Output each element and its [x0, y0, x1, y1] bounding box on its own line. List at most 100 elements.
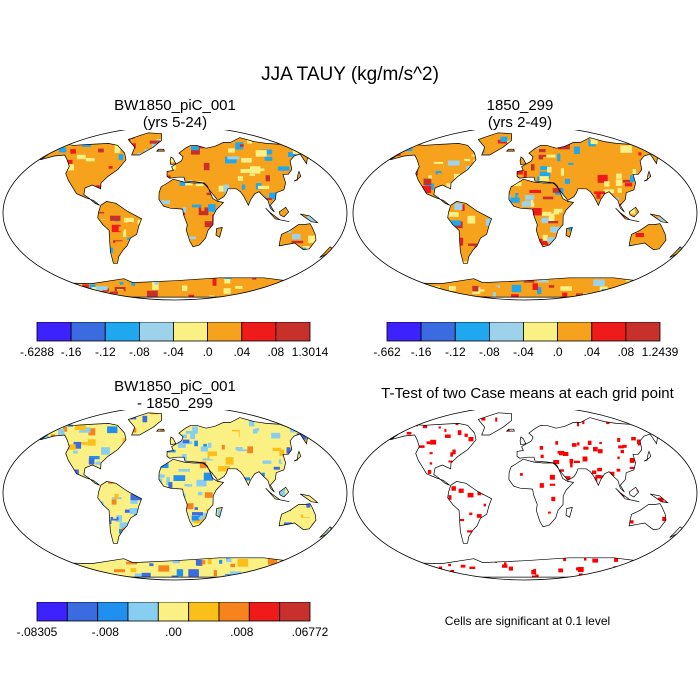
panel-1-field-cell [255, 309, 264, 310]
panel-2-land-field [365, 132, 700, 311]
panel-1-field-cell [228, 148, 235, 153]
panel-3-field-cell [25, 546, 36, 552]
panel-4-significant-cell [604, 539, 608, 543]
panel-2-field-cell [631, 291, 642, 298]
panel-2-field-cell [596, 192, 601, 199]
panel-4-significant-cell [672, 505, 676, 510]
panel-2-field-cell [370, 184, 377, 188]
panel-1-field-cell [29, 282, 36, 290]
panel-4-significant-cell [484, 583, 489, 587]
panel-2-field-cell [678, 146, 684, 152]
panel-3-field-cell [160, 432, 164, 435]
panel-4-significant-cell [474, 579, 477, 582]
panel-3-field-cell [137, 487, 150, 493]
panel-4-significant-cell [483, 527, 488, 531]
panel-3-field-cell [311, 534, 315, 538]
panel-2-field-cell [384, 246, 388, 254]
panel-1-field-cell [218, 185, 225, 192]
panel-2-field-cell [418, 251, 427, 259]
panel-3-field-cell [269, 568, 282, 576]
panel-3-field-cell [192, 541, 201, 545]
panel-2-field-cell [548, 285, 555, 288]
panel-2-field-cell [470, 136, 475, 139]
panel-3-coast-africa-europe-asia [158, 417, 313, 528]
panel-1-field-cell [316, 282, 321, 288]
panel-3-field-cell [72, 498, 79, 505]
panel-3-field-cell [219, 558, 223, 564]
panel-4-significant-cell [531, 569, 537, 575]
panel-2-field-cell [444, 136, 450, 142]
panel-1-field-cell [322, 198, 334, 207]
panel-3-field-cell [5, 493, 15, 499]
panel-3-field-cell [320, 502, 324, 510]
panel-2-field-cell [471, 254, 477, 262]
panel-3-field-cell [215, 550, 221, 555]
panel-1-field-cell [41, 170, 47, 173]
panel-4-significant-cell [520, 520, 525, 525]
panel-3-field-cell [57, 444, 63, 452]
panel-3-field-cell [337, 533, 347, 537]
panel-2-field-cell [511, 182, 522, 187]
panel-4-significant-cell [549, 474, 555, 480]
panel-4-significant-cell [475, 414, 479, 419]
panel-3-field-cell [283, 566, 288, 571]
panel-3-field-cell [281, 458, 293, 463]
panel-1-field-cell [150, 267, 158, 272]
panel-3-field-cell [174, 492, 182, 499]
panel-3-field-cell [294, 544, 299, 551]
panel-4-significant-cell [414, 487, 421, 491]
panel-2-field-cell [697, 150, 700, 156]
panel-1-field-cell [240, 169, 253, 173]
panel-4-significant-cell [666, 489, 673, 493]
panel-1-field-cell [105, 135, 110, 140]
panel-1-field-cell [156, 216, 168, 220]
panel-4-significant-cell [660, 538, 666, 543]
panel-2-field-cell [365, 188, 368, 192]
panel-3-field-cell [110, 516, 119, 521]
panel-2-field-cell [594, 264, 598, 270]
panel-1-field-cell [43, 249, 53, 256]
panel-1-field-cell [303, 170, 313, 174]
panel-4-significant-cell [391, 445, 397, 448]
panel-4-significant-cell [496, 431, 500, 435]
panel-2-field-cell [543, 156, 547, 163]
panel-4-significant-cell [485, 585, 489, 589]
panel-2-field-cell [433, 161, 444, 166]
panel-3-field-cell [229, 431, 239, 439]
panel-1-field-cell [40, 246, 47, 250]
panel-4-significant-cell [450, 469, 456, 472]
panel-4-significant-cell [582, 419, 585, 425]
panel-4-significant-cell [509, 517, 514, 521]
panel-4-significant-cell [593, 447, 598, 452]
panel-3-field-cell [213, 570, 217, 577]
panel-3-field-cell [1, 453, 11, 460]
panel-4-significant-cell [684, 423, 689, 428]
panel-3-field-cell [143, 512, 156, 515]
panel-2-field-cell [601, 291, 611, 298]
panel-2-field-cell [390, 241, 396, 248]
panel-3-field-cell [53, 544, 62, 549]
panel-1-field-cell [256, 211, 267, 218]
panel-4-significant-cell [582, 587, 586, 590]
panel-2-field-cell [501, 300, 507, 302]
panel-1-field-cell [292, 149, 299, 154]
panel-4-significant-cell [418, 445, 425, 448]
panel-3-field-cell [258, 490, 265, 497]
panel-2-field-cell [689, 308, 694, 311]
panel-2-field-cell [377, 296, 385, 300]
panel-4-significant-cell [596, 589, 601, 590]
panel-3-field-cell [42, 491, 54, 496]
panel-3-field-cell [238, 477, 250, 481]
panel-1-field-cell [12, 150, 17, 154]
panel-1-field-cell [131, 211, 142, 216]
panel-4-significant-cell [351, 563, 353, 568]
panel-2-field-cell [666, 217, 678, 226]
panel-4-significant-cell [664, 445, 668, 450]
panel-4-significant-cell [669, 517, 672, 522]
panel-1-field-cell [277, 166, 290, 171]
panel-2-field-cell [642, 270, 647, 273]
panel-2-field-cell [620, 251, 630, 260]
cb2-tick-label-3: -.08 [479, 345, 500, 359]
panel-4-coast-south-america [447, 481, 493, 544]
panel-1-field-cell [60, 258, 66, 266]
